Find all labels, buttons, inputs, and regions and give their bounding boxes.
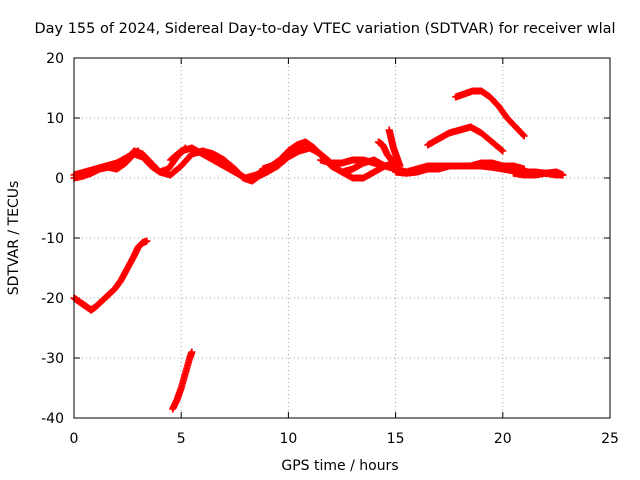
data-point-marker	[559, 171, 567, 179]
x-tick-label: 0	[70, 431, 79, 447]
x-tick-label: 25	[601, 431, 619, 447]
x-tick-label: 5	[177, 431, 186, 447]
chart-title: Day 155 of 2024, Sidereal Day-to-day VTE…	[34, 21, 615, 37]
x-tick-label: 20	[494, 431, 512, 447]
series-arc-9	[385, 126, 404, 170]
y-tick-label: -40	[41, 411, 64, 427]
data-point-marker	[143, 237, 151, 245]
x-tick-label: 15	[387, 431, 405, 447]
y-tick-label: 10	[46, 111, 64, 127]
series-arc-12	[510, 168, 567, 179]
grid-lines	[74, 58, 610, 418]
series-arc-8	[374, 138, 400, 170]
series-arc-13	[424, 123, 507, 155]
data-point-marker	[499, 147, 507, 155]
y-tick-label: -30	[41, 351, 64, 367]
data-markers	[70, 87, 567, 413]
x-tick-label: 10	[279, 431, 297, 447]
series-arc-15	[70, 237, 151, 314]
y-tick-label: 20	[46, 51, 64, 67]
plot-frame	[73, 57, 611, 419]
data-point-marker	[519, 131, 527, 139]
axis-ticks: 0 5 10 15 20 25 -40 -30 -20 -10 0 10 20	[41, 51, 619, 447]
x-axis-label: GPS time / hours	[281, 458, 398, 474]
y-tick-label: -10	[41, 231, 64, 247]
series-arc-14	[452, 87, 528, 140]
data-point-marker	[396, 162, 404, 170]
series-arc-16	[169, 348, 196, 413]
y-tick-label: -20	[41, 291, 64, 307]
y-axis-label: SDTVAR / TECUs	[6, 181, 22, 296]
data-point-marker	[188, 348, 196, 356]
data-point-marker	[520, 132, 528, 140]
y-tick-label: 0	[55, 171, 64, 187]
data-point-marker	[498, 146, 506, 154]
